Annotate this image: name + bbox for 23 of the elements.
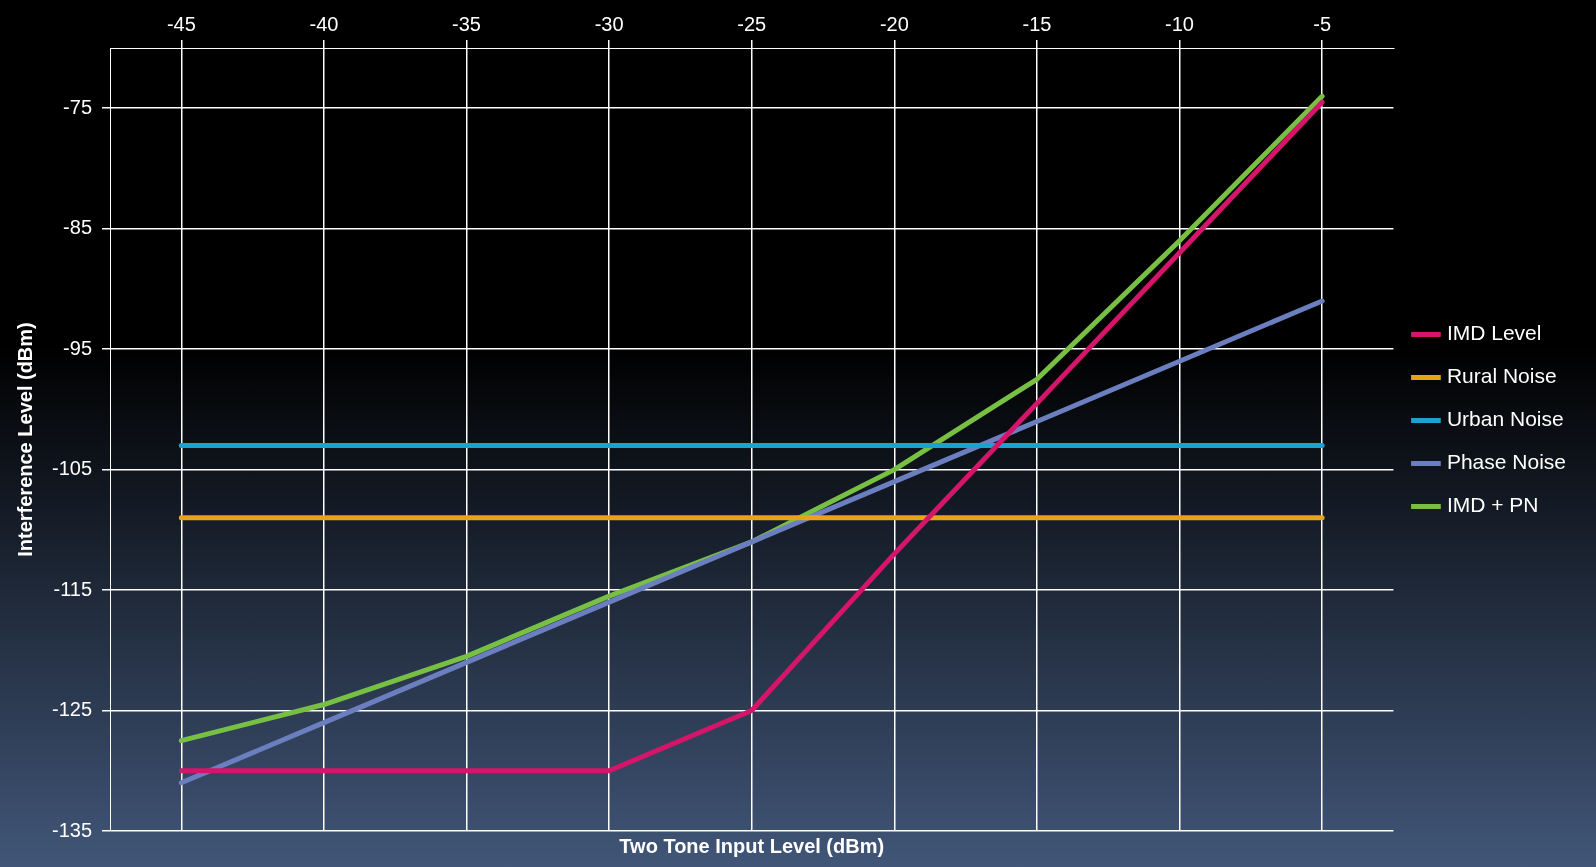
legend-label: Rural Noise	[1446, 364, 1557, 388]
x-tick-label: -5	[1313, 12, 1332, 35]
legend-label: Phase Noise	[1446, 450, 1567, 474]
x-tick-label: -35	[452, 12, 481, 35]
y-tick-label: -105	[52, 457, 93, 480]
y-tick-label: -85	[63, 216, 93, 239]
x-axis-title: Two Tone Input Level (dBm)	[619, 834, 885, 857]
y-axis-title: Interference Level (dBm)	[13, 322, 36, 557]
x-tick-label: -40	[309, 12, 339, 35]
legend-label: IMD + PN	[1446, 493, 1539, 517]
x-tick-label: -20	[879, 12, 909, 35]
y-tick-label: -75	[63, 95, 93, 118]
x-tick-label: -25	[737, 12, 767, 35]
y-tick-label: -125	[52, 698, 93, 721]
x-tick-label: -30	[594, 12, 624, 35]
x-tick-label: -45	[166, 12, 196, 35]
legend-label: Urban Noise	[1446, 407, 1564, 431]
legend-label: IMD Level	[1446, 321, 1542, 345]
y-tick-label: -115	[53, 577, 93, 600]
x-tick-label: -15	[1022, 12, 1052, 35]
y-tick-label: -135	[52, 818, 93, 841]
x-tick-label: -10	[1165, 12, 1194, 35]
y-tick-label: -95	[63, 336, 93, 359]
